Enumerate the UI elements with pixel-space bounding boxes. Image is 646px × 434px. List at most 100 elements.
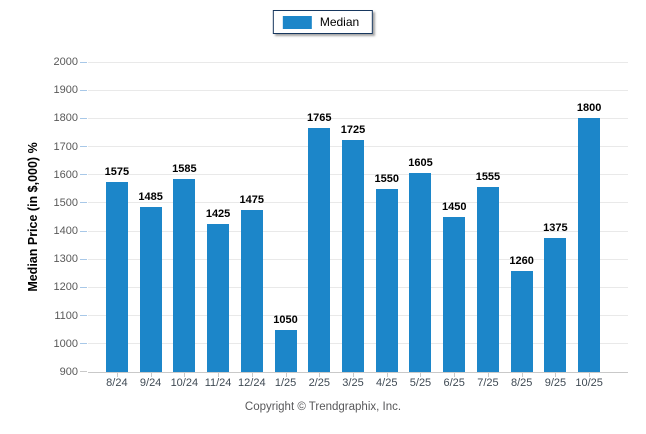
bar	[139, 207, 162, 372]
bar-value-label: 1550	[374, 172, 399, 185]
bar-value-label: 1585	[172, 162, 197, 175]
bar-value-label: 1450	[441, 201, 467, 213]
bar	[443, 217, 466, 372]
y-axis-tick	[80, 258, 87, 260]
y-axis-tick-label: 1100	[54, 309, 78, 322]
bar-slot: 1725	[336, 62, 370, 377]
x-axis-tick	[386, 373, 388, 377]
y-axis-tick-label: 2000	[53, 56, 78, 68]
bar-value-label: 1725	[340, 123, 366, 136]
bar	[342, 139, 364, 372]
legend: Median	[272, 10, 374, 34]
bar-value-label: 1050	[273, 313, 298, 326]
y-axis-tick	[80, 202, 87, 204]
y-axis-tick	[80, 61, 87, 63]
bar-slot: 1575	[100, 62, 134, 377]
x-axis-tick-label: 7/25	[477, 377, 499, 389]
y-axis-tick	[80, 89, 87, 91]
bar	[207, 224, 230, 372]
x-axis-tick	[251, 373, 253, 377]
x-axis-tick-label: 1/25	[274, 377, 297, 389]
bar	[409, 173, 432, 372]
bar-slot: 1425	[201, 62, 235, 377]
x-axis-tick	[184, 373, 186, 377]
bar	[476, 187, 499, 372]
x-axis-tick	[555, 373, 557, 377]
bar-value-label: 1260	[509, 254, 534, 267]
y-axis-tick	[80, 146, 87, 148]
x-axis-tick-label: 10/24	[170, 377, 199, 389]
x-axis-tick	[218, 373, 220, 377]
x-axis-tick-label: 10/25	[575, 377, 603, 389]
bar-slot: 1485	[134, 62, 168, 377]
x-axis-tick	[589, 373, 591, 377]
gridline	[88, 117, 628, 119]
bar-slot: 1450	[437, 62, 471, 377]
x-axis-tick-label: 8/24	[106, 377, 128, 389]
bar-value-label: 1575	[104, 165, 130, 178]
plot-area: 1575 1485 1585 1425 1475 1050 1765 1725 1550 1605…	[80, 61, 628, 377]
y-axis-tick-label: 1900	[53, 84, 78, 97]
y-axis-tick-label: 1200	[53, 281, 78, 294]
x-axis-tick-label: 9/24	[139, 377, 162, 389]
y-axis-tick-label: 1400	[53, 225, 78, 238]
bar	[375, 188, 398, 372]
copyright-text: Copyright © Trendgraphix, Inc.	[244, 401, 402, 413]
bar-slot: 1800	[572, 62, 606, 377]
bar	[544, 238, 567, 372]
y-axis-tick	[80, 343, 87, 345]
y-axis-tick-label: 1300	[53, 253, 78, 266]
bar	[173, 178, 196, 372]
bar-slot: 1585	[167, 62, 201, 377]
bar	[274, 329, 297, 372]
x-axis-tick-label: 8/25	[510, 377, 533, 389]
bar-slot: 1605	[404, 62, 438, 377]
bar-slot: 1550	[370, 62, 404, 377]
x-axis-tick	[420, 373, 422, 377]
bar-value-label: 1800	[576, 102, 602, 115]
x-axis-tick	[150, 373, 152, 377]
bar-slot: 1375	[539, 62, 573, 377]
x-axis-labels: 8/24 9/24 10/24 11/24 12/24 1/25 2/25 3/25 4/25 5…	[100, 377, 606, 389]
x-axis-tick	[319, 373, 321, 377]
bar-slot: 1555	[471, 62, 505, 377]
bar-value-label: 1485	[138, 191, 163, 204]
x-axis-tick	[521, 373, 523, 377]
x-axis-tick	[353, 373, 354, 377]
bar-slot: 1475	[235, 62, 269, 377]
bar-slot: 1765	[302, 62, 336, 377]
bar	[578, 118, 601, 372]
bar	[308, 128, 331, 372]
y-axis-tick	[80, 315, 87, 317]
y-axis-tick	[80, 371, 87, 372]
y-axis-tick	[80, 230, 87, 232]
y-axis-tick-label: 1000	[53, 337, 78, 350]
bar-slot: 1260	[505, 62, 539, 377]
y-axis-tick	[80, 117, 87, 119]
y-axis-tick-label: 900	[59, 366, 78, 378]
y-axis-tick-label: 1800	[53, 112, 78, 125]
bar-value-label: 1765	[307, 112, 332, 125]
y-axis-tick-label: 1700	[53, 140, 78, 153]
y-axis-tick	[80, 174, 87, 176]
x-axis-tick-label: 11/24	[204, 377, 232, 389]
bar-value-label: 1605	[408, 157, 433, 170]
x-axis-tick	[487, 373, 489, 377]
bar-value-label: 1475	[239, 193, 265, 206]
y-axis-labels: 900 1000 1100 1200 1300 1400 1500 1600 1700 1800 1…	[30, 56, 88, 378]
bar	[510, 270, 533, 372]
x-axis-tick-label: 5/25	[409, 377, 432, 389]
gridline	[88, 61, 628, 63]
bar	[240, 209, 263, 372]
bar-value-label: 1425	[205, 208, 231, 221]
legend-swatch-median	[282, 15, 312, 29]
bar-value-label: 1555	[475, 171, 501, 184]
bar-slot: 1050	[269, 62, 303, 377]
x-axis-tick-label: 9/25	[544, 377, 567, 389]
bar-value-label: 1375	[543, 222, 568, 235]
x-axis-tick	[454, 373, 456, 377]
x-axis-tick-label: 6/25	[443, 377, 465, 389]
y-axis-tick-label: 1600	[53, 168, 78, 181]
x-axis-tick-label: 3/25	[342, 377, 364, 389]
